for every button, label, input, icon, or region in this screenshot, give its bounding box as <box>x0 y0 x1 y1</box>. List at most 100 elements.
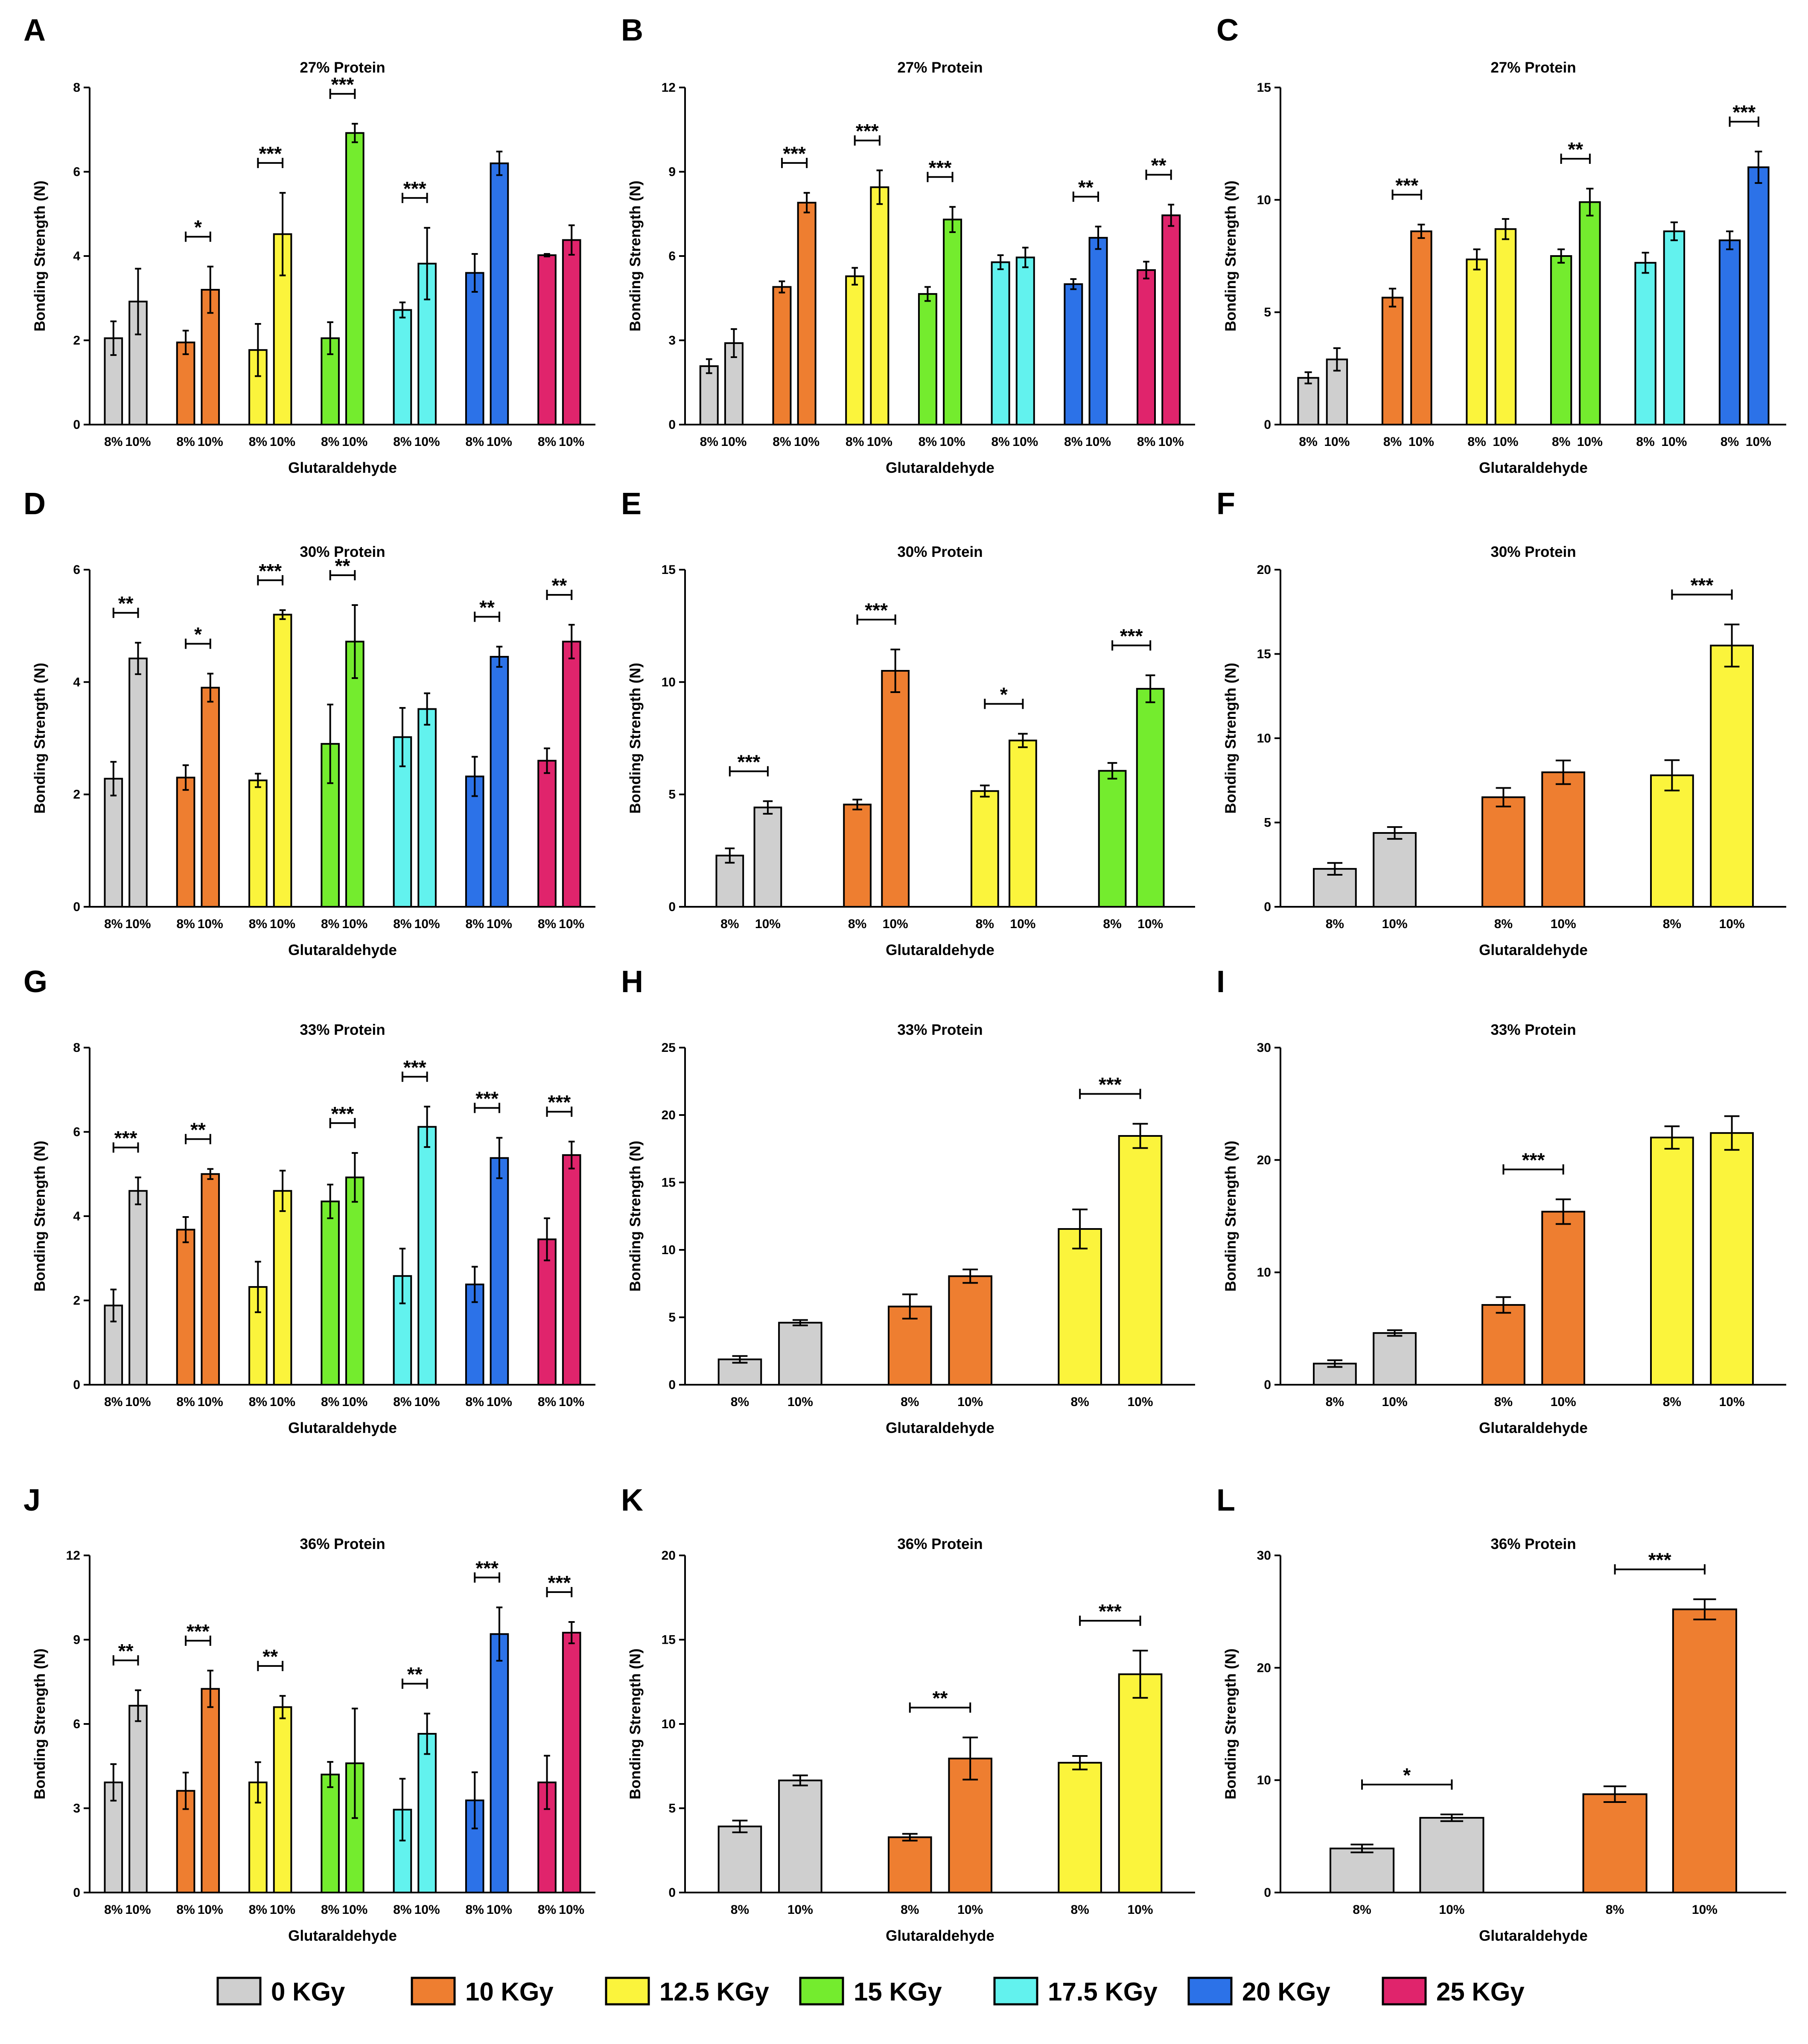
bar-group: 8% 10% <box>537 224 584 449</box>
legend-label: 15 KGy <box>854 1977 942 2006</box>
y-tick-label: 3 <box>73 1802 80 1816</box>
x-category-label: 8% <box>1137 435 1155 449</box>
x-category-label: 10% <box>1719 917 1745 931</box>
bar <box>1136 688 1165 908</box>
y-tick-label: 10 <box>1257 193 1271 207</box>
legend: 0 KGy 10 KGy 12.5 KGy 15 KGy 17.5 KGy 20 KGy 2… <box>216 1977 1525 2006</box>
x-category-label: 8% <box>1663 917 1681 931</box>
legend-label: 0 KGy <box>271 1977 345 2006</box>
y-tick-label: 10 <box>1257 731 1271 745</box>
bar <box>393 309 412 426</box>
legend-item: 12.5 KGy <box>605 1977 769 2006</box>
bar <box>845 275 865 426</box>
x-category-label: 8% <box>1070 1903 1089 1917</box>
y-tick-label: 10 <box>662 1243 676 1257</box>
bar <box>537 1238 557 1386</box>
bar <box>128 1190 148 1386</box>
bar <box>1663 230 1686 425</box>
bar-group: 8% 10% <box>465 151 512 449</box>
x-category-label: 10% <box>1012 435 1038 449</box>
bar-group: 8% 10% <box>393 692 440 931</box>
y-tick-label: 20 <box>1257 1153 1271 1167</box>
y-tick-label: 15 <box>662 1176 676 1190</box>
bar-group: 8% 10% ** <box>393 1663 440 1917</box>
x-category-label: 10% <box>125 917 151 931</box>
x-category-label: 10% <box>1137 917 1163 931</box>
bar-group: 8% 10%*** <box>248 560 295 931</box>
significance-label: *** <box>1732 101 1756 123</box>
panel-letter: J <box>23 1483 41 1517</box>
bar <box>717 1826 762 1894</box>
x-category-label: 10% <box>1324 435 1350 449</box>
y-tick-label: 3 <box>668 334 676 348</box>
legend-swatch <box>411 1977 456 2006</box>
x-category-label: 10% <box>559 1903 584 1917</box>
y-tick-label: 0 <box>73 1378 80 1392</box>
y-tick-label: 0 <box>668 900 676 914</box>
significance-label: *** <box>929 157 952 179</box>
bar <box>490 1633 509 1893</box>
x-axis-label: Glutaraldehyde <box>886 942 994 958</box>
significance-label: ** <box>335 555 350 577</box>
x-category-label: 8% <box>773 435 791 449</box>
panel-letter: I <box>1216 965 1225 999</box>
x-category-label: 8% <box>104 917 122 931</box>
significance-label: *** <box>856 120 879 142</box>
x-category-label: 10% <box>1158 435 1184 449</box>
y-tick-label: 6 <box>668 249 676 263</box>
legend-swatch <box>799 1977 844 2006</box>
y-tick-label: 15 <box>662 1633 676 1647</box>
bar <box>1058 1762 1102 1894</box>
x-category-label: 10% <box>270 917 295 931</box>
bar-group: 8% 10% ** <box>1064 176 1111 449</box>
x-category-label: 8% <box>393 1903 411 1917</box>
significance-label: *** <box>259 143 282 165</box>
x-category-label: 10% <box>1010 917 1035 931</box>
x-category-label: 10% <box>1382 917 1408 931</box>
x-axis-label: Glutaraldehyde <box>1479 460 1588 476</box>
bar-group: 8% 10% <box>1313 826 1417 931</box>
bar-group: 8% 10% <box>699 328 747 449</box>
legend-swatch <box>993 1977 1038 2006</box>
bar <box>248 779 268 908</box>
panel-g: G 33% Protein 0 2 4 6 8 Bonding Strength (N) Glu… <box>23 965 595 1436</box>
x-category-label: 8% <box>538 1395 556 1409</box>
x-category-label: 8% <box>249 435 267 449</box>
panel-letter: G <box>23 965 47 999</box>
x-category-label: 10% <box>342 917 367 931</box>
bar <box>948 1275 992 1386</box>
significance-label: ** <box>1568 138 1583 160</box>
significance-label: ** <box>479 596 495 618</box>
legend-swatch <box>1382 1977 1427 2006</box>
bar-group: 8% 10%*** <box>393 1056 440 1409</box>
chart-title: 27% Protein <box>300 59 385 76</box>
x-category-label: 8% <box>1326 917 1344 931</box>
x-axis-label: Glutaraldehyde <box>288 460 397 476</box>
bar <box>128 658 148 908</box>
x-category-label: 8% <box>1663 1395 1681 1409</box>
x-category-label: 10% <box>487 917 512 931</box>
y-tick-label: 0 <box>668 1378 676 1392</box>
y-tick-label: 5 <box>668 788 676 802</box>
significance-label: *** <box>187 1620 210 1642</box>
bar <box>778 1322 822 1386</box>
x-category-label: 10% <box>1551 917 1576 931</box>
x-category-label: 8% <box>1721 435 1739 449</box>
x-axis-label: Glutaraldehyde <box>886 1928 994 1944</box>
x-category-label: 10% <box>559 1395 584 1409</box>
x-category-label: 8% <box>1606 1903 1624 1917</box>
bar-group: 8% 10%*** <box>1098 625 1165 931</box>
y-tick-label: 6 <box>73 1125 80 1139</box>
y-tick-label: 5 <box>1264 816 1271 830</box>
bar <box>1326 358 1348 425</box>
bar-group: 8% 10%*** <box>843 599 910 931</box>
x-category-label: 8% <box>176 917 195 931</box>
bar <box>417 1733 437 1894</box>
x-category-label: 8% <box>104 435 122 449</box>
bar-group: 8% 10% ** <box>1137 154 1184 449</box>
bar <box>1381 297 1404 426</box>
y-tick-label: 6 <box>73 165 80 179</box>
bar <box>1330 1847 1395 1894</box>
significance-label: *** <box>1522 1149 1545 1171</box>
panel-letter: B <box>621 13 643 47</box>
